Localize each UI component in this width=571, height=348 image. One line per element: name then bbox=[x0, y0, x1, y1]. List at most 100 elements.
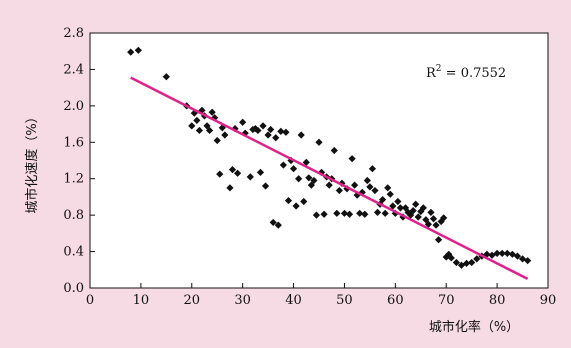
data-point bbox=[208, 108, 216, 116]
data-point bbox=[427, 208, 435, 217]
data-point bbox=[379, 196, 387, 204]
data-point bbox=[312, 211, 321, 219]
data-point bbox=[315, 138, 323, 146]
data-point bbox=[338, 179, 346, 187]
r-squared-superscript: 2 bbox=[436, 64, 442, 74]
data-point bbox=[419, 204, 427, 212]
y-axis-title: 城市化速度（%） bbox=[24, 110, 40, 213]
data-point bbox=[330, 146, 338, 155]
data-point bbox=[473, 255, 481, 263]
y-tick-label: 2.4 bbox=[63, 62, 84, 77]
y-axis: 0.0 0.4 0.8 1.2 1.6 2.0 2.4 2.8 bbox=[63, 26, 95, 296]
r-squared-base: R bbox=[426, 66, 437, 81]
data-point bbox=[213, 136, 221, 145]
data-point bbox=[409, 206, 417, 215]
data-point bbox=[267, 125, 275, 134]
data-point bbox=[284, 196, 293, 205]
data-point bbox=[503, 249, 511, 257]
data-point bbox=[353, 191, 361, 199]
data-point bbox=[429, 215, 438, 223]
data-point bbox=[363, 176, 371, 185]
x-tick-label: 70 bbox=[438, 293, 455, 308]
data-point bbox=[483, 250, 491, 258]
data-point bbox=[513, 252, 522, 260]
data-point bbox=[524, 257, 532, 265]
x-axis-title: 城市化率（%） bbox=[429, 319, 519, 335]
data-point bbox=[127, 48, 135, 56]
data-point bbox=[389, 202, 397, 210]
data-point bbox=[412, 200, 420, 208]
y-tick-label: 1.6 bbox=[63, 135, 84, 150]
x-tick-label: 0 bbox=[86, 293, 94, 308]
data-point bbox=[246, 173, 254, 181]
data-point bbox=[259, 122, 267, 130]
data-point bbox=[228, 166, 237, 174]
data-point bbox=[162, 73, 170, 81]
data-point bbox=[269, 218, 277, 227]
y-tick-label: 0.8 bbox=[63, 208, 84, 223]
data-point bbox=[193, 116, 201, 125]
data-point bbox=[396, 204, 405, 212]
data-point bbox=[508, 250, 516, 258]
x-tick-label: 50 bbox=[336, 293, 353, 308]
data-point bbox=[381, 209, 389, 217]
data-point bbox=[468, 258, 476, 267]
data-point bbox=[272, 134, 280, 142]
data-point bbox=[422, 216, 430, 224]
data-point bbox=[239, 118, 247, 126]
data-point bbox=[371, 186, 379, 195]
x-tick-label: 30 bbox=[234, 293, 251, 308]
data-point bbox=[216, 170, 224, 178]
r-squared-annotation: R2 = 0.7552 bbox=[426, 64, 506, 81]
data-point bbox=[289, 165, 298, 173]
data-point bbox=[335, 186, 343, 195]
data-point bbox=[404, 208, 412, 217]
data-point bbox=[340, 209, 349, 217]
data-point bbox=[279, 161, 287, 169]
y-tick-label: 0.4 bbox=[63, 245, 84, 260]
data-point bbox=[373, 208, 382, 217]
data-point bbox=[205, 126, 214, 135]
data-point bbox=[282, 128, 290, 136]
data-point bbox=[361, 210, 369, 218]
data-point bbox=[407, 211, 415, 219]
data-point bbox=[333, 209, 341, 217]
data-point bbox=[384, 184, 392, 192]
data-point bbox=[325, 181, 333, 189]
trend-line bbox=[130, 76, 529, 281]
data-point bbox=[348, 155, 356, 163]
data-point bbox=[498, 249, 506, 257]
data-point bbox=[437, 217, 445, 226]
data-point bbox=[434, 236, 443, 244]
data-point bbox=[254, 126, 262, 135]
data-point bbox=[277, 127, 285, 135]
data-point bbox=[307, 181, 315, 189]
data-point bbox=[386, 190, 394, 198]
r-squared-value: = 0.7552 bbox=[442, 66, 507, 81]
data-point bbox=[256, 168, 265, 176]
data-point bbox=[251, 125, 259, 133]
data-point bbox=[394, 197, 402, 206]
data-point bbox=[452, 258, 460, 267]
data-point bbox=[351, 181, 359, 189]
data-point bbox=[188, 122, 196, 130]
data-point bbox=[493, 249, 501, 257]
data-point bbox=[447, 254, 455, 262]
data-point bbox=[134, 46, 142, 54]
data-point bbox=[297, 131, 305, 139]
x-tick-label: 40 bbox=[285, 293, 302, 308]
data-point bbox=[233, 169, 242, 177]
data-point bbox=[356, 209, 364, 217]
data-point bbox=[345, 210, 354, 218]
x-tick-label: 10 bbox=[133, 293, 150, 308]
data-point bbox=[462, 259, 471, 268]
x-tick-label: 60 bbox=[387, 293, 404, 308]
data-point bbox=[195, 126, 204, 135]
data-point bbox=[424, 220, 433, 228]
data-point bbox=[432, 221, 440, 229]
data-point bbox=[226, 184, 234, 192]
y-tick-label: 2.0 bbox=[63, 99, 84, 114]
y-tick-label: 0.0 bbox=[63, 281, 84, 296]
y-tick-label: 2.8 bbox=[63, 26, 84, 41]
